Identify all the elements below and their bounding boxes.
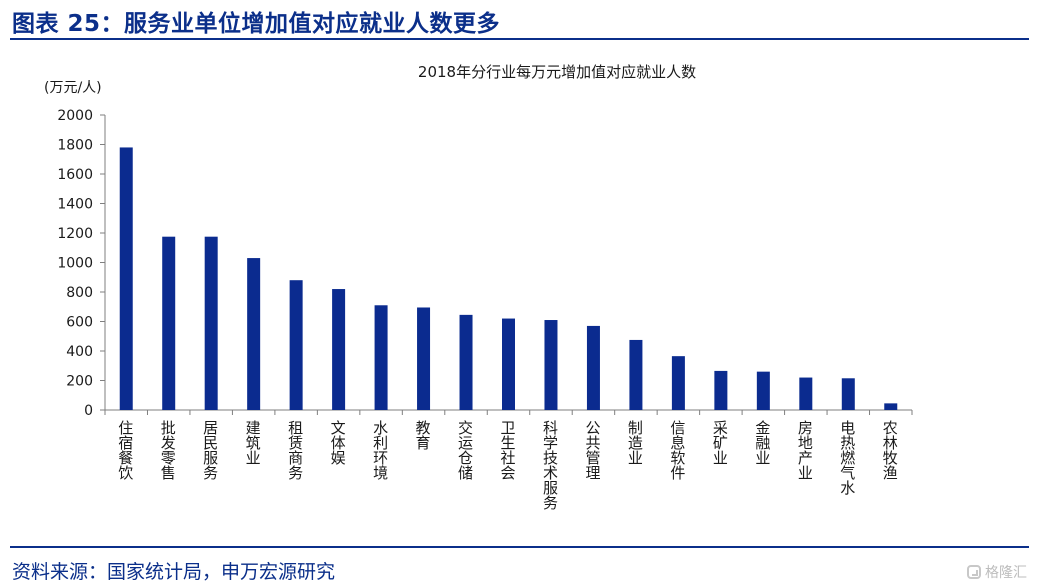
source-note: 资料来源：国家统计局，申万宏源研究 <box>12 561 336 583</box>
bar <box>884 403 898 410</box>
x-category-label: 房地产业 <box>798 419 813 482</box>
y-tick-label: 400 <box>66 344 93 360</box>
bar <box>671 356 685 410</box>
x-category-label: 金融业 <box>755 419 770 467</box>
y-tick-label: 1000 <box>57 256 93 272</box>
bar <box>629 339 643 410</box>
bar <box>332 289 346 410</box>
y-tick-label: 800 <box>66 285 93 301</box>
y-tick-label: 1200 <box>57 226 93 242</box>
bar <box>841 378 855 410</box>
watermark: 格隆汇 <box>967 562 1027 582</box>
x-category-label: 电热燃气水 <box>840 419 855 497</box>
bar <box>119 147 133 410</box>
bar-series <box>119 147 898 410</box>
figure-title: 图表 25：服务业单位增加值对应就业人数更多 <box>12 11 501 37</box>
y-tick-label: 1600 <box>57 167 93 183</box>
bar <box>289 280 303 410</box>
bar <box>586 325 600 410</box>
x-category-label: 批发零售 <box>161 419 176 482</box>
bar <box>459 314 473 410</box>
bar <box>162 236 176 410</box>
chart-title: 2018年分行业每万元增加值对应就业人数 <box>418 63 696 81</box>
bar <box>417 307 431 410</box>
x-category-label: 公共管理 <box>585 419 600 482</box>
y-axis: 0 200 400 600 800 1000 1200 1400 1600 1800 2000 <box>57 108 106 419</box>
watermark-text: 格隆汇 <box>985 565 1027 581</box>
y-axis-unit-label: (万元/人) <box>44 80 102 96</box>
x-category-label: 信息软件 <box>670 419 685 482</box>
x-category-label: 住宿餐饮 <box>118 419 133 482</box>
y-tick-label: 1800 <box>57 138 93 154</box>
x-category-label: 卫生社会 <box>501 419 516 482</box>
x-category-label: 交运仓储 <box>458 419 473 482</box>
bar <box>544 320 558 410</box>
x-category-label: 教育 <box>416 419 431 452</box>
bar <box>204 236 218 410</box>
y-tick-label: 600 <box>66 315 93 331</box>
y-tick-label: 0 <box>84 403 93 419</box>
x-category-label: 采矿业 <box>713 419 728 467</box>
y-tick-label: 200 <box>66 374 93 390</box>
bottom-divider <box>10 546 1029 548</box>
bar <box>756 371 770 410</box>
bar <box>247 258 261 410</box>
bar <box>374 305 388 410</box>
x-category-label: 水利环境 <box>373 419 388 482</box>
x-category-label: 农林牧渔 <box>883 419 898 482</box>
x-category-label: 制造业 <box>628 419 643 467</box>
y-tick-label: 1400 <box>57 197 93 213</box>
bar <box>502 318 515 410</box>
bar <box>714 370 728 410</box>
x-category-label: 居民服务 <box>203 419 218 482</box>
x-category-label: 租赁商务 <box>288 419 303 482</box>
y-tick-label: 2000 <box>57 108 93 124</box>
bar <box>799 377 813 410</box>
top-divider <box>10 38 1029 40</box>
watermark-logo-icon <box>967 565 981 579</box>
x-category-label: 建筑业 <box>246 419 261 467</box>
category-labels: 住宿餐饮 批发零售 居民服务 建筑业 租赁商务 文体娱 水利环境 教育 交运仓储 卫生社会 科学技术… <box>118 419 898 512</box>
x-category-label: 文体娱 <box>331 419 346 467</box>
x-category-label: 科学技术服务 <box>543 419 558 512</box>
x-axis <box>104 409 913 415</box>
